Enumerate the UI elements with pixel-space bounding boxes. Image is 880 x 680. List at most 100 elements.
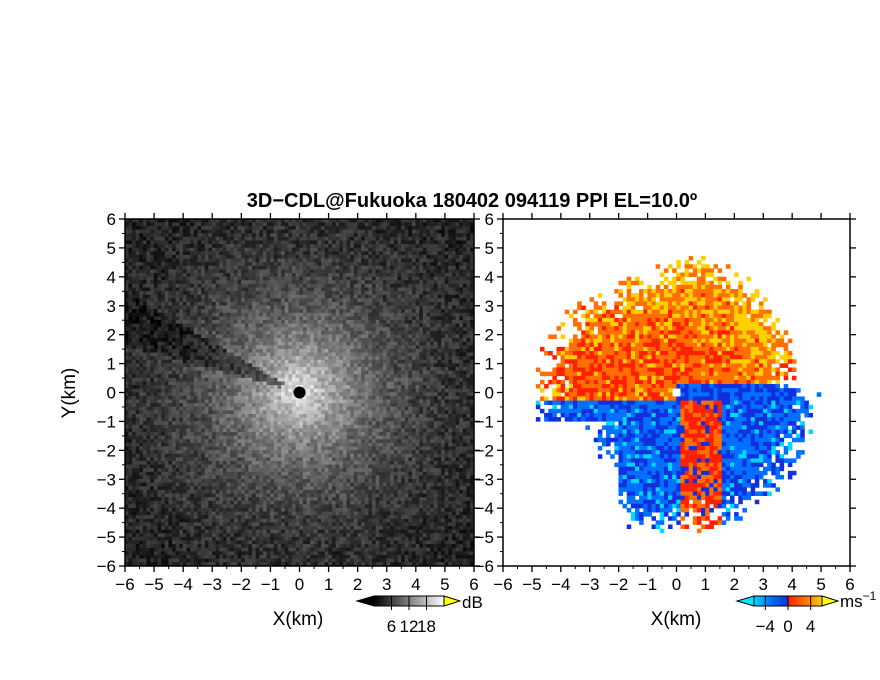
backscatter-cell xyxy=(208,493,213,498)
backscatter-cell xyxy=(142,547,148,552)
backscatter-cell xyxy=(313,229,318,234)
backscatter-cell xyxy=(241,511,246,516)
backscatter-cell xyxy=(168,251,173,256)
backscatter-cell xyxy=(244,352,249,357)
backscatter-cell xyxy=(175,276,180,281)
backscatter-cell xyxy=(201,471,206,476)
backscatter-cell xyxy=(233,432,238,437)
backscatter-cell xyxy=(273,254,278,259)
backscatter-cell xyxy=(270,262,275,267)
backscatter-cell xyxy=(175,457,180,462)
backscatter-cell xyxy=(292,424,297,429)
backscatter-cell xyxy=(302,269,307,274)
backscatter-cell xyxy=(310,356,315,361)
backscatter-cell xyxy=(179,301,184,306)
backscatter-cell xyxy=(164,327,169,332)
backscatter-cell xyxy=(132,370,137,375)
backscatter-cell xyxy=(201,460,206,466)
backscatter-cell xyxy=(190,287,195,292)
backscatter-cell xyxy=(201,222,206,227)
backscatter-cell xyxy=(135,475,140,480)
backscatter-cell xyxy=(306,511,311,516)
backscatter-cell xyxy=(150,554,155,559)
backscatter-cell xyxy=(266,417,271,422)
backscatter-cell xyxy=(132,363,137,368)
backscatter-cell xyxy=(288,219,293,223)
backscatter-cell xyxy=(277,450,282,455)
backscatter-cell xyxy=(270,341,275,346)
backscatter-cell xyxy=(175,522,180,527)
backscatter-cell xyxy=(299,410,304,415)
backscatter-cell xyxy=(262,421,267,426)
backscatter-cell xyxy=(302,410,307,415)
backscatter-cell xyxy=(259,435,264,440)
backscatter-cell xyxy=(288,428,293,433)
backscatter-cell xyxy=(190,280,195,285)
backscatter-cell xyxy=(164,312,169,317)
backscatter-cell xyxy=(219,388,224,393)
backscatter-cell xyxy=(208,540,213,545)
backscatter-cell xyxy=(266,291,271,296)
backscatter-cell xyxy=(146,385,151,390)
backscatter-cell xyxy=(302,551,307,556)
backscatter-cell xyxy=(288,475,293,480)
backscatter-cell xyxy=(135,417,140,422)
backscatter-cell xyxy=(292,276,297,281)
backscatter-cell xyxy=(193,247,198,252)
backscatter-cell xyxy=(284,240,289,245)
backscatter-cell xyxy=(172,385,177,390)
backscatter-cell xyxy=(219,269,224,274)
backscatter-cell xyxy=(212,247,217,252)
backscatter-cell xyxy=(277,515,282,520)
backscatter-cell xyxy=(299,240,304,245)
backscatter-cell xyxy=(262,435,267,440)
backscatter-cell xyxy=(241,385,246,390)
backscatter-cell xyxy=(197,345,202,350)
backscatter-cell xyxy=(306,251,311,256)
backscatter-cell xyxy=(270,370,275,375)
backscatter-cell xyxy=(125,392,129,397)
backscatter-cell xyxy=(281,262,286,267)
backscatter-cell xyxy=(266,251,271,256)
backscatter-cell xyxy=(226,352,231,357)
backscatter-cell xyxy=(219,489,224,494)
backscatter-cell xyxy=(219,247,224,252)
backscatter-cell xyxy=(186,226,191,231)
backscatter-cell xyxy=(153,320,158,325)
backscatter-cell xyxy=(255,450,260,455)
backscatter-cell xyxy=(212,562,217,566)
backscatter-cell xyxy=(190,413,195,419)
backscatter-cell xyxy=(292,435,297,440)
backscatter-cell xyxy=(153,233,158,238)
backscatter-cell xyxy=(233,363,238,368)
backscatter-cell xyxy=(288,395,293,400)
backscatter-cell xyxy=(266,562,271,566)
backscatter-cell xyxy=(197,244,202,249)
backscatter-cell xyxy=(281,562,286,566)
backscatter-cell xyxy=(201,395,206,400)
backscatter-cell xyxy=(306,457,311,462)
backscatter-cell xyxy=(193,262,198,267)
backscatter-cell xyxy=(270,226,275,231)
backscatter-cell xyxy=(248,370,253,375)
backscatter-cell xyxy=(299,533,304,538)
backscatter-cell xyxy=(128,511,133,516)
backscatter-cell xyxy=(248,392,253,397)
backscatter-cell xyxy=(226,244,231,249)
backscatter-cell xyxy=(153,413,158,419)
backscatter-cell xyxy=(125,399,129,404)
backscatter-cell xyxy=(252,424,257,429)
backscatter-cell xyxy=(175,377,180,382)
backscatter-cell xyxy=(179,334,184,339)
backscatter-cell xyxy=(168,432,173,437)
backscatter-cell xyxy=(306,236,311,241)
backscatter-cell xyxy=(182,244,188,249)
backscatter-cell xyxy=(208,536,213,541)
backscatter-cell xyxy=(208,562,213,566)
backscatter-cell xyxy=(292,240,297,245)
backscatter-cell xyxy=(150,395,155,400)
backscatter-cell xyxy=(219,475,224,480)
backscatter-cell xyxy=(230,428,235,433)
backscatter-cell xyxy=(150,482,155,487)
backscatter-cell xyxy=(226,486,231,491)
